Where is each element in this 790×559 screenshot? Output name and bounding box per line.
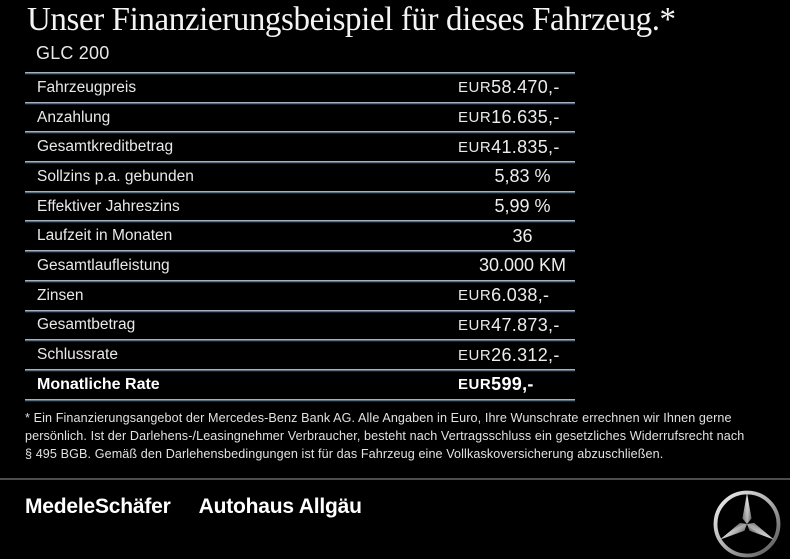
- dealer-logo-autohaus-allgaeu: Autohaus Allgäu: [198, 495, 362, 518]
- row-value: 30.000 KM: [478, 255, 567, 276]
- footer-divider: [0, 478, 790, 480]
- row-value: EUR 58.470,-: [445, 72, 575, 102]
- page-title: Unser Finanzierungsbeispiel für dieses F…: [27, 1, 676, 38]
- row-value: EUR 26.312,-: [445, 339, 575, 369]
- row-label: Effektiver Jahreszins: [37, 197, 180, 215]
- currency-label: EUR: [458, 79, 492, 97]
- currency-label: EUR: [458, 376, 492, 394]
- row-value: 36: [512, 225, 533, 246]
- currency-label: EUR: [458, 138, 492, 156]
- currency-label: EUR: [458, 287, 492, 305]
- table-row: Effektiver Jahreszins 5,99 %: [25, 190, 575, 221]
- row-value: EUR 16.635,-: [445, 102, 575, 132]
- financing-table: Fahrzeugpreis EUR 58.470,- Anzahlung EUR 16.6…: [25, 72, 575, 402]
- amount: 41.835,-: [491, 136, 560, 157]
- row-label: Schlussrate: [37, 346, 118, 364]
- amount: 6.038,-: [491, 285, 550, 306]
- row-label: Gesamtlaufleistung: [37, 256, 170, 274]
- table-row: Anzahlung EUR 16.635,-: [25, 101, 575, 132]
- table-row: Gesamtlaufleistung 30.000 KM: [25, 250, 575, 280]
- row-label: Sollzins p.a. gebunden: [37, 167, 194, 185]
- currency-label: EUR: [458, 316, 492, 334]
- row-label: Gesamtkreditbetrag: [37, 138, 174, 156]
- dealer-logo-medele-schaefer: MedeleSchäfer: [25, 495, 171, 518]
- currency-label: EUR: [458, 346, 492, 364]
- row-value: EUR 41.835,-: [445, 131, 575, 161]
- row-value: EUR 47.873,-: [445, 310, 575, 340]
- row-label: Zinsen: [37, 286, 84, 304]
- row-label: Laufzeit in Monaten: [37, 227, 173, 245]
- mercedes-star-icon: [713, 490, 781, 558]
- row-label: Fahrzeugpreis: [37, 78, 137, 96]
- currency-label: EUR: [458, 109, 492, 127]
- row-label: Gesamtbetrag: [37, 316, 136, 334]
- legal-footnote: * Ein Finanzierungsangebot der Mercedes-…: [25, 411, 745, 461]
- amount: 58.470,-: [491, 77, 560, 98]
- amount: 47.873,-: [491, 314, 560, 335]
- amount: 26.312,-: [491, 344, 560, 365]
- amount: 599,-: [491, 374, 534, 395]
- footer: MedeleSchäfer Autohaus Allgäu: [0, 480, 790, 558]
- row-value: 5,83 %: [494, 166, 551, 187]
- row-value: 5,99 %: [494, 196, 551, 217]
- row-value: EUR 599,-: [445, 369, 575, 399]
- table-row: Laufzeit in Monaten 36: [25, 220, 575, 250]
- table-row: Fahrzeugpreis EUR 58.470,-: [25, 72, 575, 102]
- vehicle-model: GLC 200: [36, 43, 110, 63]
- row-value: EUR 6.038,-: [445, 280, 575, 310]
- amount: 16.635,-: [491, 107, 560, 128]
- row-label: Monatliche Rate: [37, 375, 160, 393]
- table-row: Monatliche Rate EUR 599,-: [25, 368, 575, 399]
- table-row: Gesamtkreditbetrag EUR 41.835,-: [25, 131, 575, 161]
- table-row: Zinsen EUR 6.038,-: [25, 279, 575, 310]
- table-row: Schlussrate EUR 26.312,-: [25, 339, 575, 369]
- table-row: Sollzins p.a. gebunden 5,83 %: [25, 161, 575, 191]
- row-label: Anzahlung: [37, 108, 111, 126]
- dealer-logos: MedeleSchäfer Autohaus Allgäu: [25, 495, 362, 519]
- table-row: Gesamtbetrag EUR 47.873,-: [25, 309, 575, 340]
